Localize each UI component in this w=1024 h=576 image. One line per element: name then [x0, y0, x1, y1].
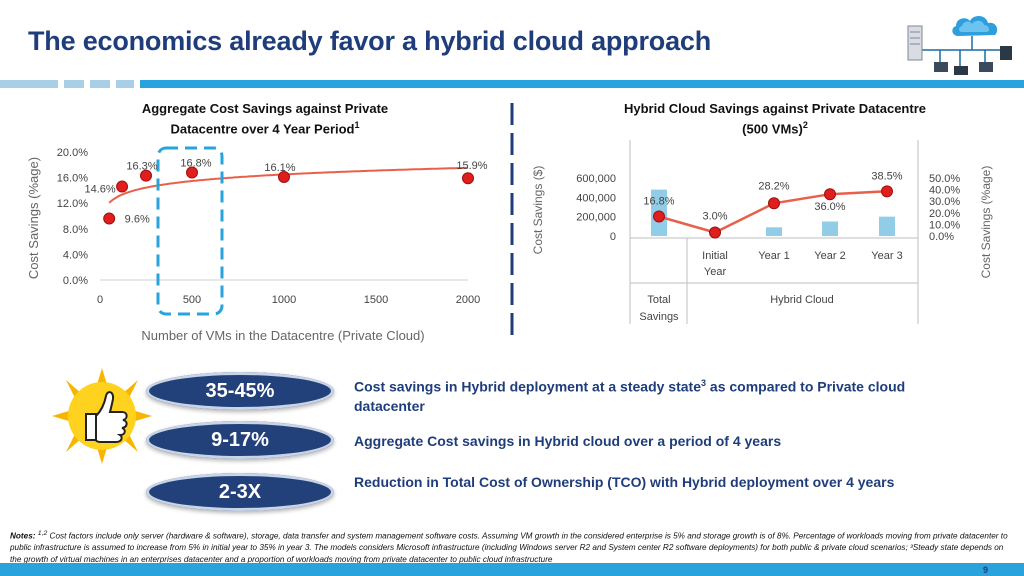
stat-text-1-main: Cost savings in Hybrid deployment at a s…: [354, 378, 701, 395]
cloud-network-icon: [907, 15, 1012, 75]
footnotes: Notes: 1,2 Cost factors include only ser…: [10, 528, 1010, 565]
y-tick-label: 20.0%: [57, 147, 88, 159]
line-data-label: 38.5%: [871, 170, 902, 182]
data-point: [186, 166, 198, 179]
category-label: Year 2: [814, 250, 845, 262]
accent-strip-2: [64, 80, 84, 88]
chart2-title-sup: 2: [802, 120, 808, 130]
stat-text-1-sup: 3: [701, 378, 707, 388]
y-left-tick-label: 0: [610, 231, 616, 243]
line-point: [768, 197, 780, 210]
line-point: [881, 185, 893, 198]
chart-hybrid-savings: 0 200,000 400,000 600,000 0.0%10.0%20.0%30.0…: [531, 140, 993, 324]
line-data-label: 16.8%: [643, 196, 674, 208]
y-right-tick-label: 30.0%: [929, 196, 960, 208]
thumbs-up-icon: [52, 368, 152, 464]
data-point: [462, 172, 474, 185]
line-data-label: 3.0%: [702, 211, 727, 223]
group-label-hybrid: Hybrid Cloud: [770, 294, 834, 306]
y-right-tick-label: 20.0%: [929, 208, 960, 220]
stat-pill-aggregate: 9-17%: [146, 421, 334, 459]
group-label-line1: Total: [647, 294, 670, 306]
y-tick-label: 8.0%: [63, 224, 88, 236]
category-label-line2: Year: [704, 266, 727, 278]
y-left-tick-label: 600,000: [576, 173, 616, 185]
y-right-axis-title: Cost Savings (%age): [979, 166, 993, 279]
y-tick-label: 0.0%: [63, 275, 88, 287]
bar: [822, 221, 838, 236]
chart1-title-text: Aggregate Cost Savings against Private D…: [141, 101, 389, 137]
data-point: [140, 169, 152, 182]
line-data-label: 28.2%: [758, 180, 789, 192]
line-data-label: 36.0%: [814, 201, 845, 213]
accent-strip-3: [90, 80, 110, 88]
data-label: 16.8%: [180, 157, 211, 169]
y-tick-label: 12.0%: [57, 198, 88, 210]
notes-label: Notes:: [10, 531, 36, 541]
data-label: 14.6%: [84, 184, 115, 196]
highlight-box: [156, 146, 224, 316]
stat-text-aggregate: Aggregate Cost savings in Hybrid cloud o…: [354, 433, 782, 449]
category-label-line1: Initial: [702, 250, 728, 262]
y-right-tick-label: 50.0%: [929, 173, 960, 185]
y-right-tick-label: 10.0%: [929, 219, 960, 231]
page-number: 9: [982, 565, 988, 575]
chart1-title-sup: 1: [354, 120, 360, 130]
group-label-line2: Savings: [639, 311, 679, 323]
line-point: [709, 226, 721, 239]
x-tick-label: 1500: [364, 294, 388, 306]
stat-pill-tco: 2-3X: [146, 473, 334, 511]
y-axis-title: Cost Savings (%age): [26, 157, 41, 279]
stat-text-1-after: as compared to Private cloud datacenter: [354, 378, 906, 414]
data-label: 16.1%: [264, 162, 295, 174]
chart-scatter-savings: 0.0% 4.0% 8.0% 12.0% 16.0% 20.0% 0 500 1000 1500 2…: [26, 146, 488, 343]
x-tick-label: 2000: [456, 294, 480, 306]
footer-bar: [0, 563, 1024, 576]
y-left-axis-title: Cost Savings ($): [531, 166, 545, 255]
stat-text-steady-state: Cost savings in Hybrid deployment at a s…: [354, 374, 934, 416]
y-right-tick-label: 0.0%: [929, 231, 954, 243]
stat-pill-steady-state: 35-45%: [146, 372, 334, 410]
bar: [879, 216, 895, 236]
category-label: Year 3: [871, 250, 902, 262]
x-tick-label: 1000: [272, 294, 296, 306]
x-tick-label: 0: [97, 294, 103, 306]
vertical-divider: [510, 103, 514, 343]
data-label: 9.6%: [125, 214, 150, 226]
stat-text-tco: Reduction in Total Cost of Ownership (TC…: [354, 474, 895, 490]
data-point: [116, 180, 129, 193]
chart1-title: Aggregate Cost Savings against Private D…: [110, 100, 420, 137]
data-point: [103, 212, 116, 225]
y-left-tick-label: 200,000: [576, 212, 616, 224]
data-label: 16.3%: [126, 161, 157, 173]
data-point: [278, 170, 290, 183]
line-point: [824, 188, 836, 201]
accent-strip-4: [116, 80, 134, 88]
y-left-tick-label: 400,000: [576, 192, 616, 204]
accent-strip-1: [0, 80, 58, 88]
chart2-title: Hybrid Cloud Savings against Private Dat…: [610, 100, 940, 137]
accent-strip-main: [140, 80, 1024, 88]
chart2-title-text: Hybrid Cloud Savings against Private Dat…: [624, 101, 926, 137]
x-tick-label: 500: [183, 294, 201, 306]
notes-sup: 1,2: [37, 530, 48, 537]
line-point: [653, 210, 665, 223]
category-label: Year 1: [758, 250, 789, 262]
notes-text: Cost factors include only server (hardwa…: [10, 531, 1008, 564]
y-tick-label: 16.0%: [57, 173, 88, 185]
data-label: 15.9%: [456, 160, 487, 172]
x-axis-title: Number of VMs in the Datacentre (Private…: [141, 328, 424, 343]
slide-title: The economics already favor a hybrid clo…: [28, 26, 711, 56]
y-right-tick-label: 40.0%: [929, 185, 960, 197]
bar: [766, 227, 782, 236]
y-tick-label: 4.0%: [63, 249, 88, 261]
